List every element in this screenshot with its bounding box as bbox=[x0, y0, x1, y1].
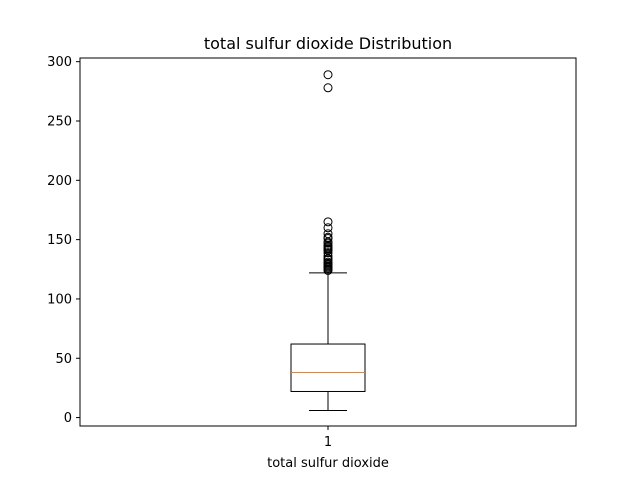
y-tick-label: 50 bbox=[55, 352, 72, 367]
plot-area-frame bbox=[79, 57, 577, 427]
interquartile-box bbox=[290, 343, 366, 392]
outlier-point bbox=[323, 223, 333, 233]
y-tick-label: 0 bbox=[64, 411, 72, 426]
outlier-point bbox=[323, 83, 333, 93]
y-axis: 0 50 100 150 200 250 300 bbox=[47, 55, 80, 426]
outlier-point bbox=[323, 229, 333, 239]
y-tick-label: 250 bbox=[47, 114, 72, 129]
x-axis: 1 bbox=[324, 426, 332, 450]
outlier-point bbox=[323, 257, 333, 267]
outlier-point bbox=[323, 70, 333, 80]
y-tick-label: 100 bbox=[47, 292, 72, 307]
y-tick-label: 150 bbox=[47, 233, 72, 248]
x-tick-label: 1 bbox=[324, 435, 332, 450]
y-tick-label: 200 bbox=[47, 174, 72, 189]
chart-title: total sulfur dioxide Distribution bbox=[204, 34, 452, 53]
outlier-point bbox=[323, 248, 333, 258]
x-axis-label: total sulfur dioxide bbox=[267, 456, 389, 471]
plot-marks bbox=[290, 70, 366, 411]
outlier-point bbox=[323, 217, 333, 227]
y-tick-label: 300 bbox=[47, 55, 72, 70]
outlier-point bbox=[323, 232, 333, 242]
